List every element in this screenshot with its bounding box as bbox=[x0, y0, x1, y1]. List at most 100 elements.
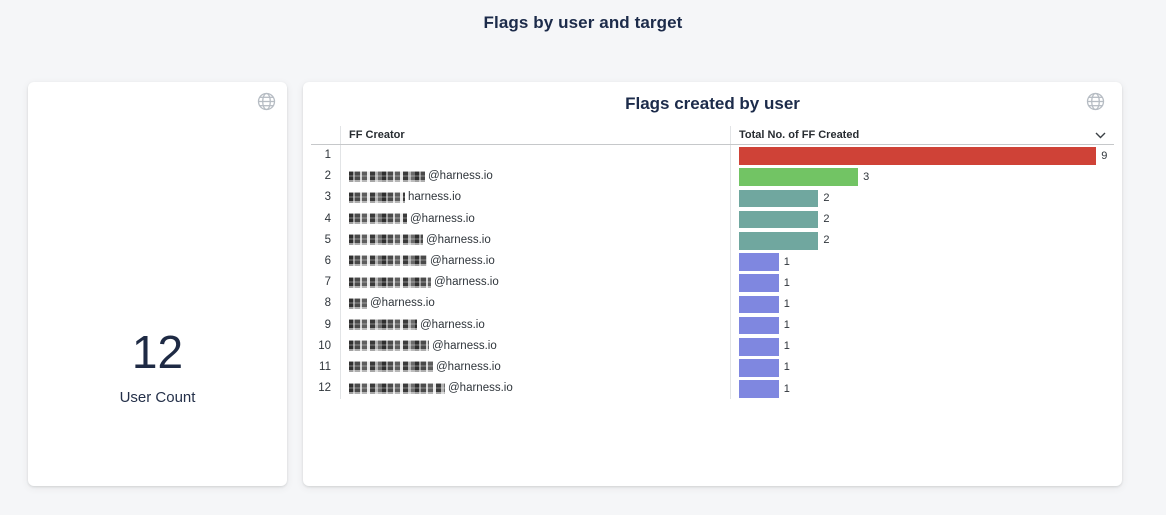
row-bar-cell: 1 bbox=[730, 356, 1112, 379]
row-rank: 10 bbox=[318, 339, 331, 352]
redacted-text bbox=[349, 318, 417, 330]
bar-value-label: 3 bbox=[863, 170, 870, 183]
row-rank: 4 bbox=[324, 212, 331, 225]
row-rank: 2 bbox=[324, 170, 331, 183]
row-creator-suffix: @harness.io bbox=[410, 212, 475, 225]
row-bar-cell: 2 bbox=[730, 208, 1112, 230]
row-rank: 3 bbox=[324, 191, 331, 204]
row-creator-cell: harness.io bbox=[340, 187, 730, 209]
bar[interactable] bbox=[739, 316, 779, 335]
row-creator-suffix: @harness.io bbox=[432, 339, 497, 352]
bar[interactable] bbox=[739, 147, 1097, 165]
user-count-label: User Count bbox=[119, 389, 196, 406]
bar-value-label: 1 bbox=[783, 276, 790, 289]
bar[interactable] bbox=[739, 295, 779, 314]
bar-value-label: 1 bbox=[783, 319, 790, 332]
flags-created-tile: Flags created by user FF Creator Total N… bbox=[303, 82, 1122, 486]
row-creator-cell: @harness.io bbox=[340, 272, 730, 294]
row-rank: 9 bbox=[324, 318, 331, 331]
row-bar-cell: 1 bbox=[730, 250, 1112, 273]
tile-title: Flags created by user bbox=[625, 94, 800, 113]
user-count-tile: 12 User Count bbox=[28, 82, 287, 486]
row-rank: 11 bbox=[319, 360, 331, 373]
bar-value-label: 2 bbox=[823, 234, 830, 247]
row-creator-suffix: @harness.io bbox=[426, 233, 491, 246]
row-creator-suffix: @harness.io bbox=[370, 297, 435, 310]
bar-value-label: 1 bbox=[783, 255, 790, 268]
row-creator-suffix: @harness.io bbox=[428, 170, 493, 183]
row-rank: 6 bbox=[324, 254, 331, 267]
flags-table: FF Creator Total No. of FF Created 1 9 2… bbox=[311, 126, 1114, 400]
bar[interactable] bbox=[739, 274, 779, 293]
redacted-text bbox=[349, 255, 427, 267]
bar[interactable] bbox=[739, 337, 779, 356]
table-row: 4 @harness.io 2 bbox=[311, 208, 1114, 230]
row-creator-cell: @harness.io bbox=[340, 293, 730, 315]
bar[interactable] bbox=[739, 189, 819, 208]
row-bar-cell: 3 bbox=[730, 166, 1112, 188]
row-creator-suffix: @harness.io bbox=[430, 254, 495, 267]
table-header: FF Creator Total No. of FF Created bbox=[311, 126, 1114, 145]
table-row: 10 @harness.io 1 bbox=[311, 335, 1114, 357]
globe-icon bbox=[1086, 92, 1105, 111]
row-bar-cell: 1 bbox=[730, 272, 1112, 294]
bar[interactable] bbox=[739, 210, 819, 229]
chevron-down-icon[interactable] bbox=[1095, 132, 1106, 139]
bar[interactable] bbox=[739, 380, 779, 398]
row-rank: 5 bbox=[324, 233, 331, 246]
bar-value-label: 1 bbox=[783, 340, 790, 353]
table-row: 2 @harness.io 3 bbox=[311, 166, 1114, 188]
bar-value-label: 1 bbox=[783, 297, 790, 310]
rank-column-header bbox=[311, 126, 340, 144]
row-creator-cell: @harness.io bbox=[340, 356, 730, 379]
bar[interactable] bbox=[739, 253, 779, 271]
user-count-value: 12 bbox=[131, 326, 184, 378]
redacted-text bbox=[349, 170, 425, 182]
bar-value-label: 2 bbox=[823, 213, 830, 226]
total-column-header[interactable]: Total No. of FF Created bbox=[730, 126, 1112, 144]
globe-icon bbox=[257, 92, 276, 111]
table-row: 8 @harness.io 1 bbox=[311, 293, 1114, 315]
table-row: 11 @harness.io 1 bbox=[311, 356, 1114, 379]
row-creator-cell: @harness.io bbox=[340, 378, 730, 400]
row-bar-cell: 1 bbox=[730, 378, 1112, 400]
creator-column-header[interactable]: FF Creator bbox=[340, 126, 730, 144]
row-rank: 8 bbox=[324, 297, 331, 310]
row-creator-cell: @harness.io bbox=[340, 335, 730, 357]
table-row: 5 @harness.io 2 bbox=[311, 229, 1114, 251]
row-creator-suffix: @harness.io bbox=[434, 276, 499, 289]
redacted-text bbox=[349, 361, 433, 373]
bar-value-label: 1 bbox=[783, 382, 790, 395]
redacted-text bbox=[349, 297, 367, 309]
row-creator-suffix: @harness.io bbox=[436, 360, 501, 373]
row-bar-cell: 9 bbox=[730, 145, 1112, 167]
bar[interactable] bbox=[739, 168, 859, 187]
row-bar-cell: 2 bbox=[730, 187, 1112, 209]
redacted-text bbox=[349, 234, 423, 246]
table-row: 6 @harness.io 1 bbox=[311, 250, 1114, 273]
bar-value-label: 2 bbox=[823, 191, 830, 204]
row-creator-cell: @harness.io bbox=[340, 166, 730, 188]
bar[interactable] bbox=[739, 232, 819, 250]
row-creator-suffix: harness.io bbox=[408, 191, 462, 204]
table-body: 1 9 2 @harness.io 3 3 harness.io 2 4 @ bbox=[311, 145, 1114, 400]
row-rank: 7 bbox=[324, 276, 331, 289]
row-creator-cell: @harness.io bbox=[340, 229, 730, 251]
table-row: 9 @harness.io 1 bbox=[311, 314, 1114, 336]
total-column-label: Total No. of FF Created bbox=[739, 128, 860, 141]
bar[interactable] bbox=[739, 359, 779, 377]
table-row: 12 @harness.io 1 bbox=[311, 378, 1114, 400]
row-creator-cell bbox=[340, 145, 730, 167]
row-creator-suffix: @harness.io bbox=[420, 318, 485, 331]
row-bar-cell: 1 bbox=[730, 335, 1112, 357]
row-bar-cell: 1 bbox=[730, 314, 1112, 336]
row-creator-cell: @harness.io bbox=[340, 314, 730, 336]
redacted-text bbox=[349, 191, 405, 203]
row-creator-cell: @harness.io bbox=[340, 208, 730, 230]
redacted-text bbox=[349, 276, 431, 288]
bar-value-label: 9 bbox=[1101, 149, 1108, 162]
table-row: 3 harness.io 2 bbox=[311, 187, 1114, 209]
bar-value-label: 1 bbox=[783, 361, 790, 374]
redacted-text bbox=[349, 213, 407, 225]
row-bar-cell: 2 bbox=[730, 229, 1112, 251]
